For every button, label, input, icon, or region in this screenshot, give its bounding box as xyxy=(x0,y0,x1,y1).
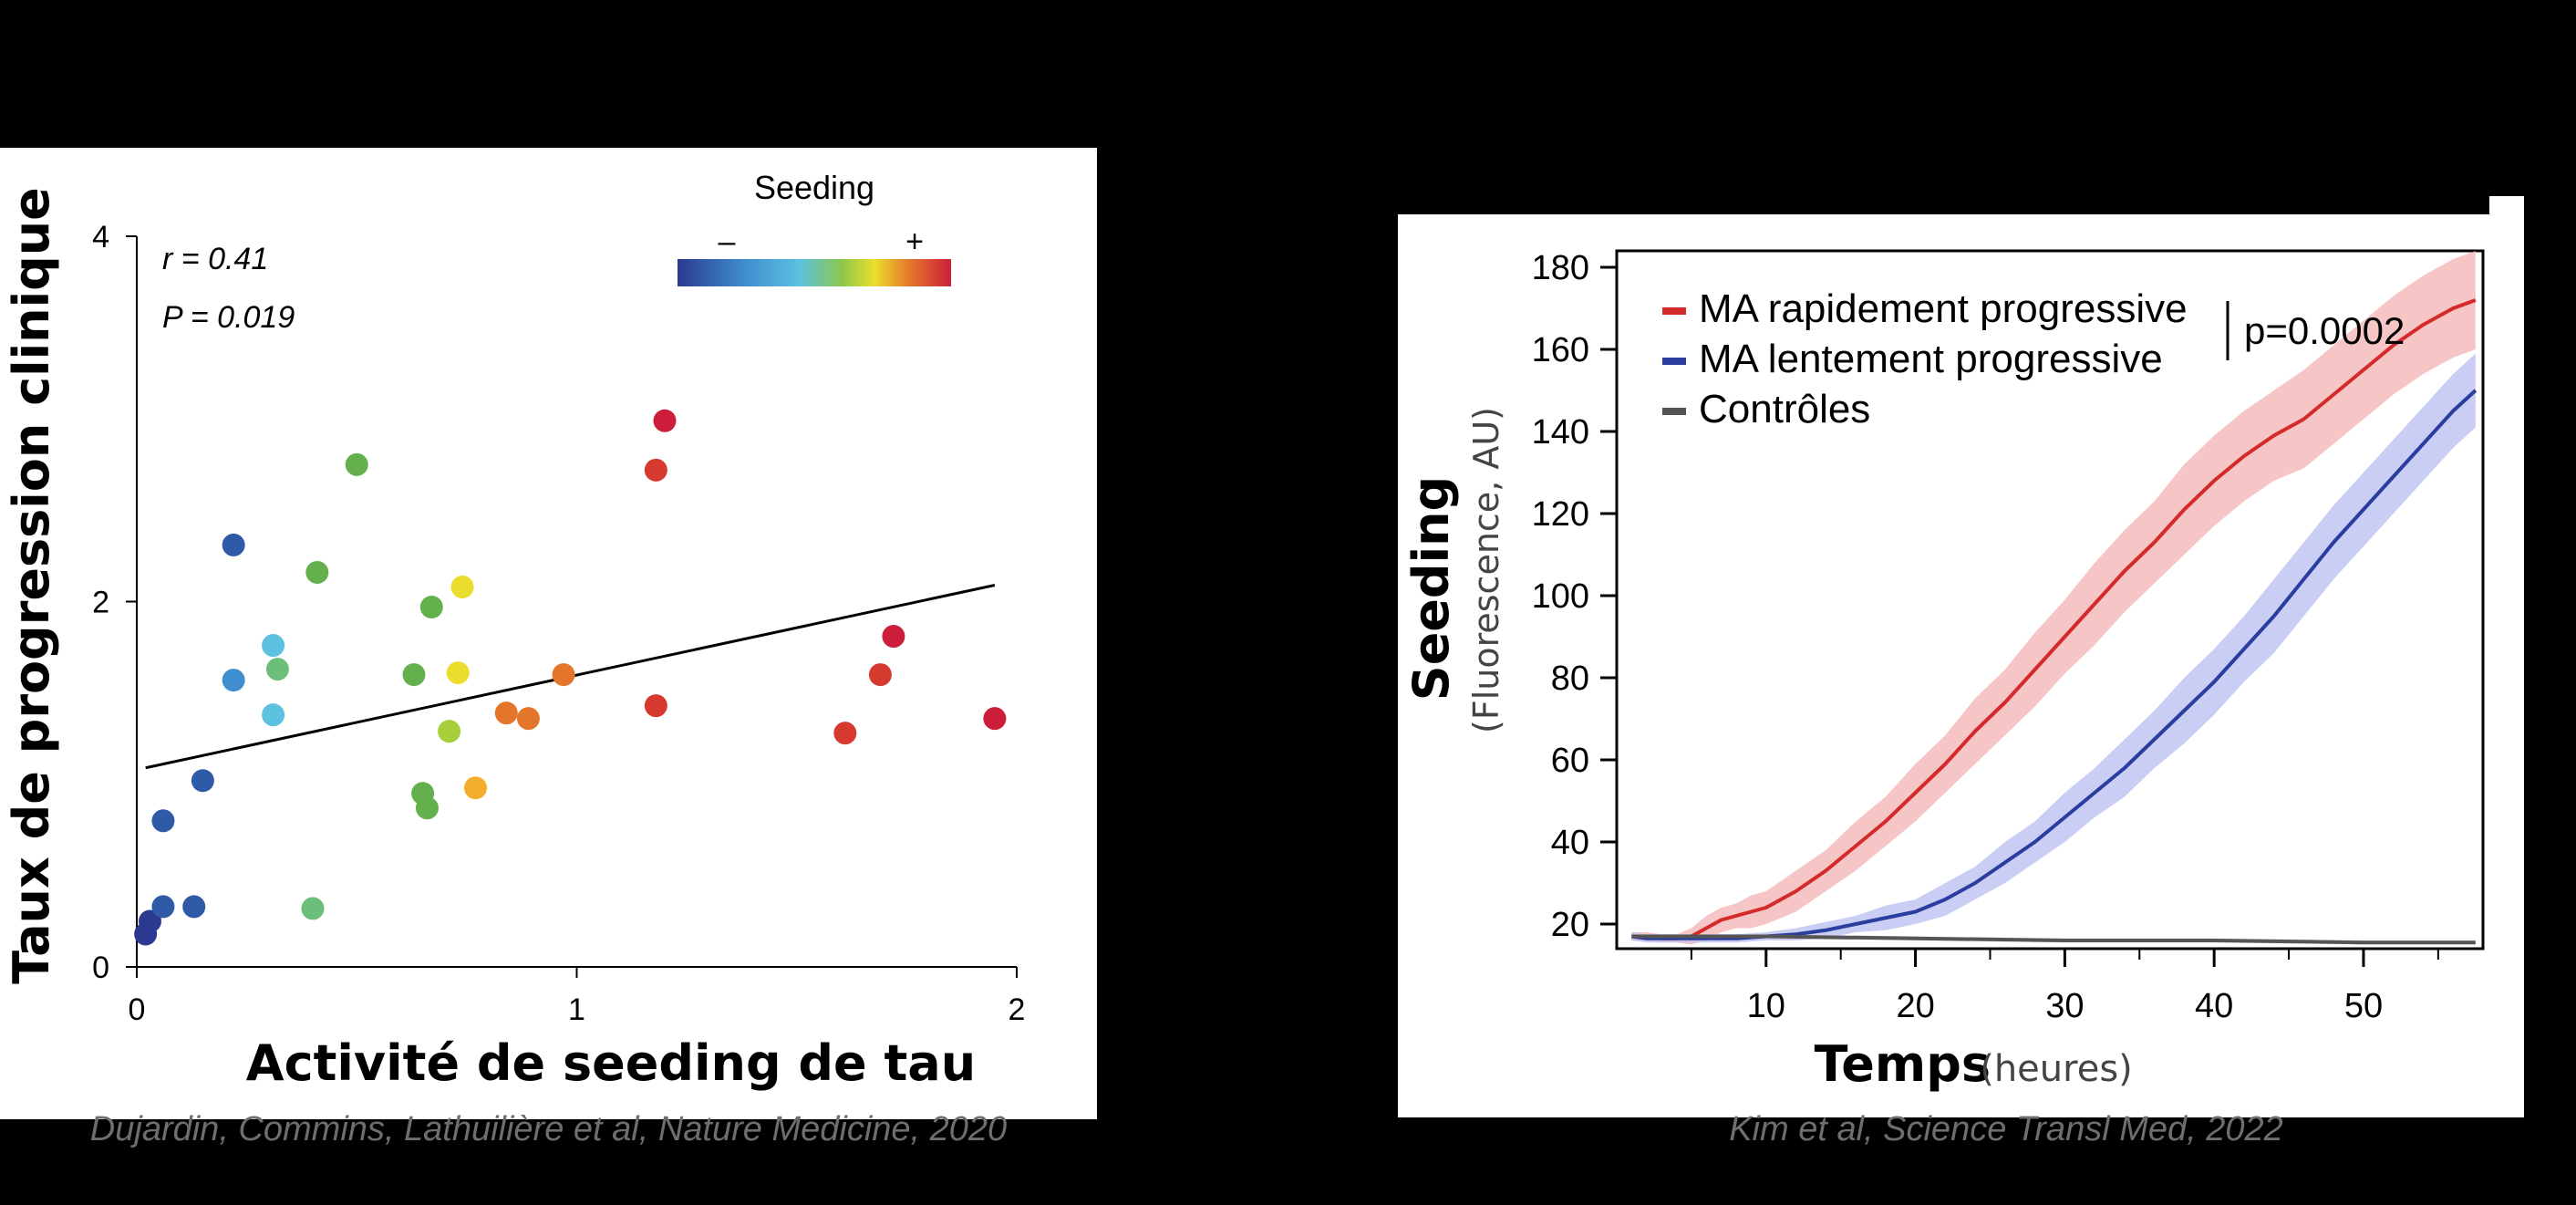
scatter-point xyxy=(415,796,439,820)
scatter-chart: 0 1 2 0 2 4 r = 0.41 P = 0.019 Seeding – + Ac… xyxy=(3,169,1025,1092)
scatter-panel: 0 1 2 0 2 4 r = 0.41 P = 0.019 Seeding – + Ac… xyxy=(0,148,1097,1119)
scatter-point xyxy=(868,663,892,687)
scatter-point xyxy=(494,701,518,725)
scatter-point xyxy=(833,722,857,745)
scatter-point xyxy=(222,533,245,556)
scatter-point xyxy=(262,634,285,658)
x-tick-label: 1 xyxy=(568,992,585,1027)
y-axis-label-main: Seeding xyxy=(1402,476,1460,701)
legend-label-slow: MA lentement progressive xyxy=(1699,337,2163,381)
y-tick-label: 120 xyxy=(1532,495,1589,534)
y-tick-label: 40 xyxy=(1551,824,1589,862)
y-tick-label: 100 xyxy=(1532,577,1589,616)
colorbar-minus: – xyxy=(719,224,736,259)
x-axis-label-main: Temps xyxy=(1815,1035,1991,1093)
x-axis-title: Temps (heures) xyxy=(1815,1035,2133,1093)
scatter-point xyxy=(882,625,905,649)
scatter-point xyxy=(191,769,214,793)
legend-label-control: Contrôles xyxy=(1699,387,1870,431)
x-tick-label: 50 xyxy=(2344,987,2383,1025)
scatter-point xyxy=(305,560,329,584)
scatter-point xyxy=(552,663,575,687)
citation-right: Kim et al, Science Transl Med, 2022 xyxy=(1729,1110,2283,1148)
scatter-point xyxy=(464,776,488,800)
series-band-0 xyxy=(1631,251,2476,945)
x-tick-label: 0 xyxy=(129,992,146,1027)
scatter-point xyxy=(653,409,677,432)
scatter-point xyxy=(301,897,325,920)
series-line-2 xyxy=(1631,934,2476,945)
scatter-point xyxy=(182,895,206,919)
legend: MA rapidement progressive MA lentement p… xyxy=(1662,286,2405,431)
y-tick-label: 80 xyxy=(1551,660,1589,698)
y-axis-label-sub: (Fluorescence, AU) xyxy=(1466,407,1506,733)
y-tick-label: 160 xyxy=(1532,331,1589,369)
colorbar-title: Seeding xyxy=(754,169,874,206)
scatter-point xyxy=(419,596,443,619)
scatter-point xyxy=(644,694,667,718)
scatter-point xyxy=(983,707,1007,731)
pvalue-label: p=0.0002 xyxy=(2244,309,2405,352)
scatter-axes xyxy=(136,236,1017,968)
series-lines xyxy=(1631,298,2478,945)
panel-notch-right xyxy=(2489,196,2524,240)
scatter-point xyxy=(265,658,289,681)
y-tick-label: 180 xyxy=(1532,249,1589,287)
legend-swatch-control xyxy=(1662,408,1686,415)
scatter-point xyxy=(644,458,667,482)
scatter-point xyxy=(450,575,474,598)
line-chart: 10 20 30 40 50 20 40 60 80 100 120 140 160 180 MA rap… xyxy=(1402,249,2485,1093)
scatter-point xyxy=(222,669,245,692)
y-tick-label: 60 xyxy=(1551,742,1589,780)
y-tick-label: 0 xyxy=(92,950,109,985)
plot-frame xyxy=(1615,249,2485,950)
legend-swatch-slow xyxy=(1662,358,1686,365)
x-tick-label: 40 xyxy=(2195,987,2233,1025)
scatter-point xyxy=(345,452,368,476)
scatter-point xyxy=(138,909,161,933)
scatter-point xyxy=(151,895,175,919)
scatter-point xyxy=(438,720,461,743)
scatter-point xyxy=(151,809,175,833)
y-tick-label: 2 xyxy=(92,586,109,620)
line-panel: 10 20 30 40 50 20 40 60 80 100 120 140 160 180 MA rap… xyxy=(1398,214,2524,1117)
series-line-0 xyxy=(1631,298,2477,940)
colorbar-plus: + xyxy=(905,224,924,259)
citation-left: Dujardin, Commins, Lathuilière et al, Na… xyxy=(89,1110,1008,1148)
scatter-point xyxy=(516,707,540,731)
y-tick-label: 4 xyxy=(92,220,109,255)
y-tick-label: 20 xyxy=(1551,906,1589,944)
x-tick-label: 30 xyxy=(2045,987,2084,1025)
x-tick-label: 20 xyxy=(1896,987,1934,1025)
x-tick-label: 10 xyxy=(1747,987,1785,1025)
y-axis-label: Taux de progression clinique xyxy=(3,187,60,984)
y-tick-label: 140 xyxy=(1532,413,1589,452)
legend-label-rapid: MA rapidement progressive xyxy=(1699,286,2188,331)
scatter-point xyxy=(262,703,285,727)
stat-p: P = 0.019 xyxy=(162,300,295,335)
colorbar xyxy=(678,259,951,286)
legend-swatch-rapid xyxy=(1662,307,1686,315)
scatter-point xyxy=(446,661,470,685)
line-ticks: 10 20 30 40 50 20 40 60 80 100 120 140 160 180 xyxy=(1532,249,2439,1025)
x-axis-label-sub: (heures) xyxy=(1980,1048,2133,1090)
panel-notch-left xyxy=(1466,214,1512,242)
scatter-points xyxy=(134,409,1007,946)
x-tick-label: 2 xyxy=(1009,992,1026,1027)
scatter-point xyxy=(402,663,426,687)
x-axis-label: Activité de seeding de tau xyxy=(246,1034,976,1092)
scatter-ticks: 0 1 2 0 2 4 xyxy=(92,220,1025,1027)
stat-r: r = 0.41 xyxy=(162,242,268,276)
